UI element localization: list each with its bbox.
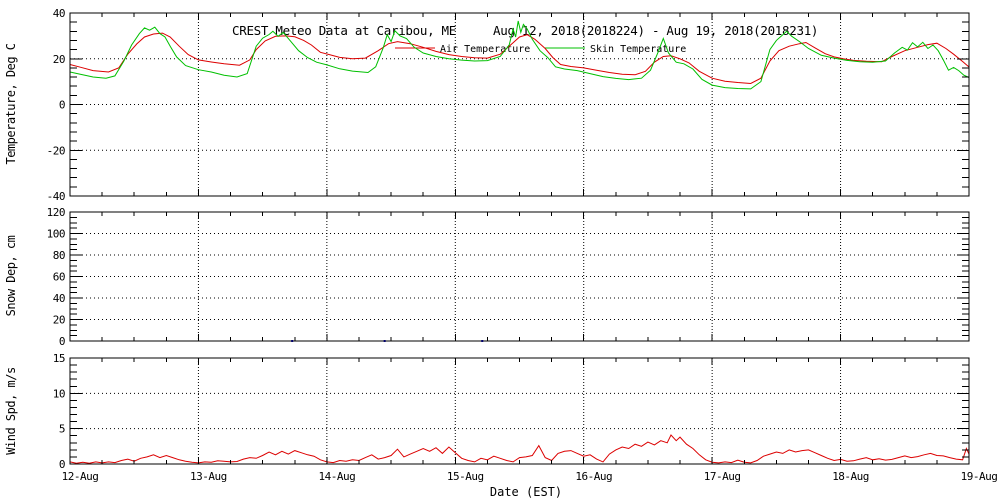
- x-tick-label: 12-Aug: [62, 470, 99, 483]
- y-tick-label: 60: [53, 271, 65, 284]
- series-skin-temperature: [69, 20, 970, 90]
- y-axis-title-temperature: Temperature, Deg C: [4, 43, 18, 164]
- y-tick-label: 80: [53, 249, 65, 262]
- y-tick-label: 10: [53, 387, 65, 400]
- y-tick-label: 5: [59, 423, 65, 436]
- y-axis-title-wind-speed: Wind Spd, m/s: [4, 367, 18, 455]
- y-tick-label: 120: [47, 206, 65, 219]
- x-tick-label: 15-Aug: [447, 470, 484, 483]
- y-tick-label: 20: [53, 314, 65, 327]
- panel-temperature: -40 -20 0 20 40: [47, 7, 970, 203]
- panel-frame: [69, 357, 970, 465]
- y-tick-label: 40: [53, 292, 65, 305]
- gridlines-snow-depth: [70, 212, 969, 341]
- x-tick-label: 18-Aug: [832, 470, 869, 483]
- x-tick-label: 14-Aug: [318, 470, 355, 483]
- y-tick-label: 40: [53, 7, 65, 20]
- legend-label-skin-temperature: Skin Temperature: [590, 44, 686, 55]
- ticks-wind-speed: [69, 357, 970, 465]
- y-tick-label: 20: [53, 53, 65, 66]
- ticks-temperature: [69, 12, 970, 197]
- panel-snow-depth: 0 20 40 60 80 100 120: [47, 206, 970, 348]
- y-tick-label: 100: [47, 228, 65, 241]
- gridlines-wind-speed: [70, 358, 969, 464]
- legend-label-air-temperature: Air Temperature: [440, 44, 530, 55]
- y-axis-title-snow-depth: Snow Dep, cm: [4, 235, 18, 316]
- y-tick-label: -20: [47, 144, 65, 157]
- x-tick-label: 16-Aug: [575, 470, 612, 483]
- y-tick-label: 0: [59, 335, 65, 348]
- panel-wind-speed: 0 5 10 15: [53, 352, 970, 471]
- y-tick-label: -40: [47, 190, 65, 203]
- series-wind-speed: [69, 434, 970, 464]
- chart-title: CREST Meteo Data at Caribou, ME: [232, 23, 456, 38]
- gridlines-temperature: [70, 13, 969, 196]
- chart-title-date-range: Aug 12, 2018(2018224) - Aug 19, 2018(201…: [493, 23, 818, 38]
- plot-panels: -40 -20 0 20 40 0 20 40 60 80 100 120 0 5 10 15 12-Aug 13…: [47, 7, 998, 483]
- y-tick-label: 0: [59, 99, 65, 112]
- ticks-snow-depth: [69, 211, 970, 342]
- x-tick-label: 17-Aug: [704, 470, 741, 483]
- x-axis-title: Date (EST): [490, 485, 562, 499]
- x-tick-label: 19-Aug: [961, 470, 998, 483]
- y-tick-label: 15: [53, 352, 65, 365]
- y-tick-label: 0: [59, 458, 65, 471]
- x-tick-label: 13-Aug: [190, 470, 227, 483]
- series-air-temperature: [69, 32, 970, 85]
